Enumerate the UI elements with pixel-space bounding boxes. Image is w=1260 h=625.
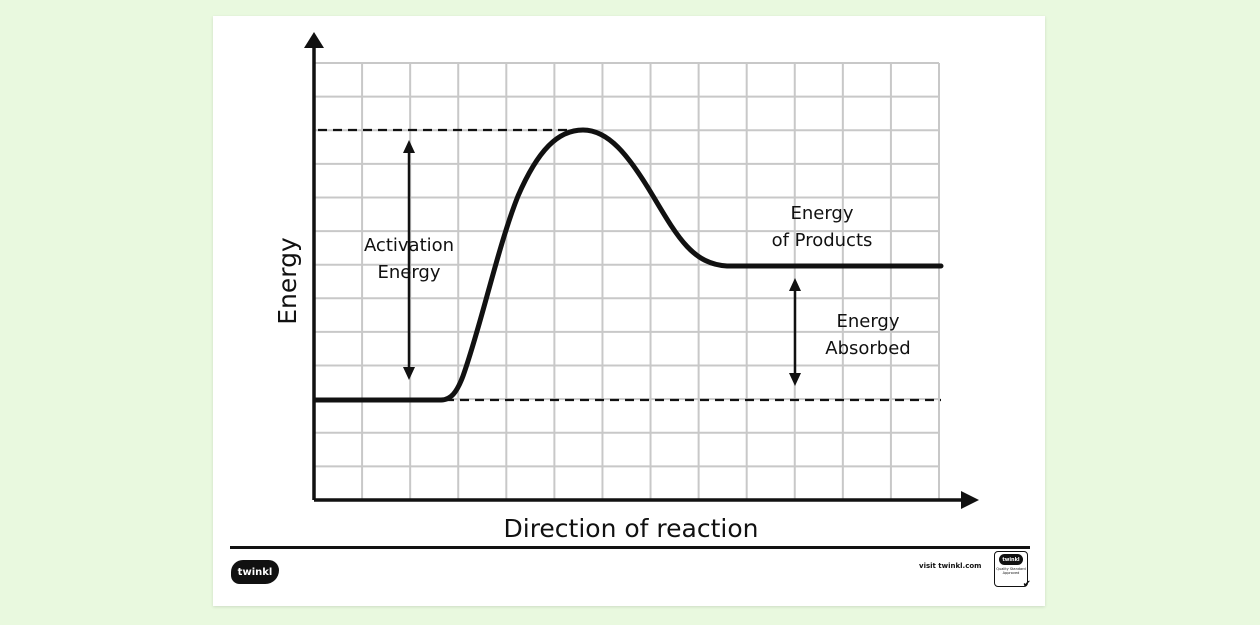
footer-divider bbox=[230, 546, 1030, 549]
check-icon: ✔ bbox=[1022, 579, 1031, 590]
energy-absorbed-arrow bbox=[789, 278, 801, 386]
activation-energy-label-line1: Activation bbox=[364, 235, 454, 256]
energy-profile-diagram: Energy Direction of reaction Activation … bbox=[273, 32, 979, 543]
activation-energy-arrow bbox=[403, 140, 415, 380]
twinkl-logo: twinkl bbox=[231, 560, 279, 584]
reaction-curve bbox=[312, 127, 944, 403]
badge-logo: twinkl bbox=[999, 554, 1023, 565]
energy-absorbed-label-line2: Absorbed bbox=[825, 338, 910, 359]
visit-website-text: visit twinkl.com bbox=[919, 562, 982, 570]
quality-standard-badge: twinkl Quality Standard Approved ✔ bbox=[994, 551, 1031, 590]
energy-of-products-label-line1: Energy bbox=[790, 203, 853, 224]
x-axis-label: Direction of reaction bbox=[504, 514, 759, 543]
energy-of-products-label-line2: of Products bbox=[772, 230, 873, 251]
x-axis-arrowhead bbox=[961, 491, 979, 509]
worksheet: Energy Direction of reaction Activation … bbox=[213, 16, 1045, 606]
y-axis-label: Energy bbox=[273, 237, 302, 325]
badge-text: Quality Standard Approved bbox=[996, 567, 1026, 575]
energy-absorbed-label-line1: Energy bbox=[836, 311, 899, 332]
activation-energy-label-line2: Energy bbox=[377, 262, 440, 283]
y-axis-arrowhead bbox=[304, 32, 324, 48]
